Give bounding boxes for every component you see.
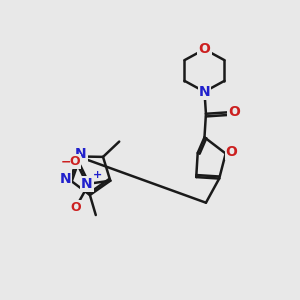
Text: N: N bbox=[199, 85, 210, 99]
Text: O: O bbox=[199, 42, 210, 56]
Text: O: O bbox=[229, 105, 240, 119]
Text: N: N bbox=[60, 172, 71, 185]
Text: N: N bbox=[75, 146, 87, 161]
Text: O: O bbox=[70, 155, 80, 168]
Text: O: O bbox=[70, 201, 81, 214]
Text: N: N bbox=[81, 177, 93, 191]
Text: +: + bbox=[93, 170, 102, 180]
Text: −: − bbox=[61, 155, 71, 168]
Text: O: O bbox=[226, 145, 238, 159]
